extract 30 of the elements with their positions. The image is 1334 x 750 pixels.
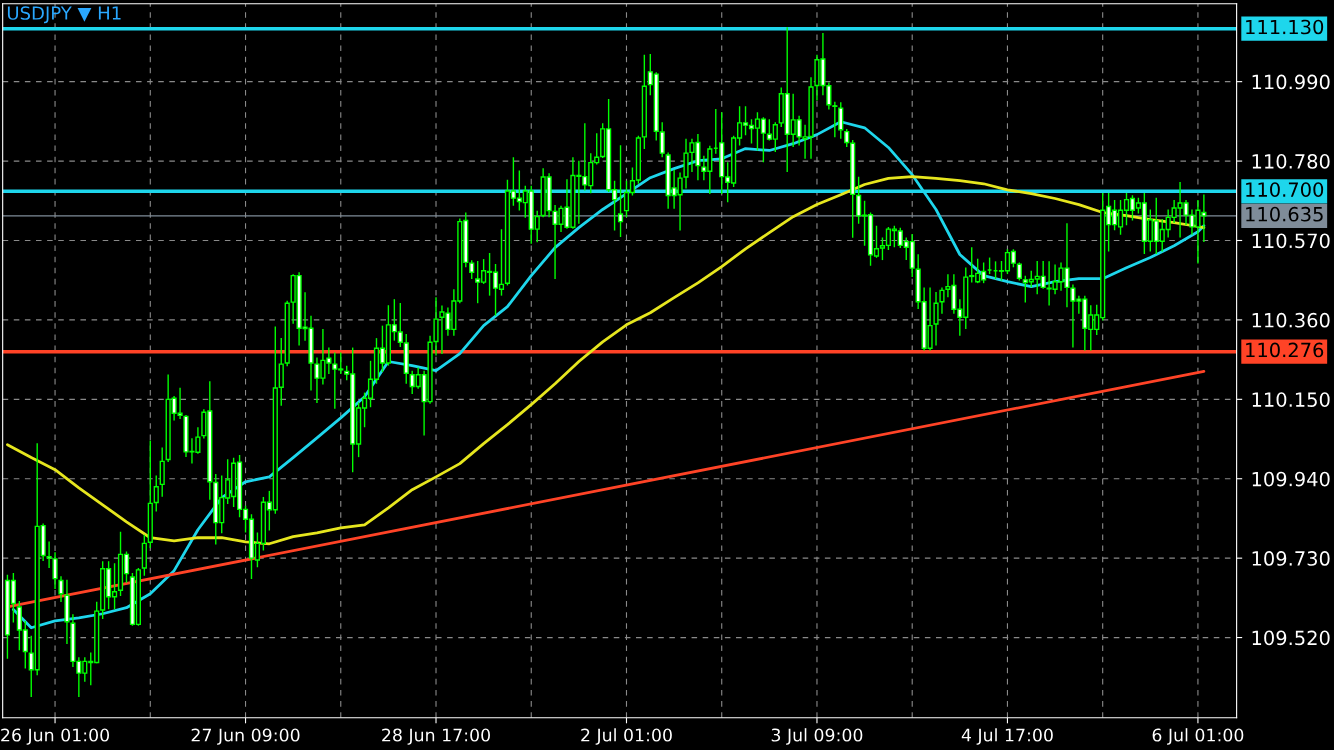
x-tick-label: 6 Jul 01:00 xyxy=(1152,728,1244,745)
y-tick-label: 110.570 xyxy=(1252,233,1330,249)
candlestick xyxy=(939,287,945,314)
candlestick xyxy=(58,576,64,602)
y-tick-label: 109.940 xyxy=(1252,471,1330,487)
line-series xyxy=(6,175,1206,546)
candlestick xyxy=(617,145,624,238)
x-tick-label: 28 Jun 17:00 xyxy=(382,728,490,745)
y-tick-label: 110.150 xyxy=(1252,392,1330,407)
x-tick-label: 4 Jul 17:00 xyxy=(961,728,1053,745)
candlestick xyxy=(153,475,159,512)
x-tick-label: 27 Jun 09:00 xyxy=(191,728,300,745)
x-tick-label: 26 Jun 01:00 xyxy=(1,728,110,745)
y-tick-label: 109.520 xyxy=(1252,630,1330,646)
ref-line-label: 110.276 xyxy=(1246,342,1324,358)
candlestick xyxy=(933,291,939,346)
candlestick xyxy=(433,297,439,356)
candlestick xyxy=(838,102,844,139)
ref-line-label: 111.130 xyxy=(1246,19,1324,35)
y-tick-label: 110.780 xyxy=(1252,154,1330,169)
ref-line-label: 110.635 xyxy=(1246,206,1323,222)
x-tick-label: 2 Jul 01:00 xyxy=(581,728,672,745)
chart-title: USDJPY ▼ H1 xyxy=(7,6,121,24)
y-tick-label: 110.360 xyxy=(1252,312,1330,328)
candlestick xyxy=(159,447,165,497)
y-tick-label: 109.730 xyxy=(1252,551,1330,566)
x-tick-label: 3 Jul 09:00 xyxy=(771,728,863,745)
ref-line-label: 110.700 xyxy=(1246,182,1324,197)
candlestick xyxy=(832,101,838,138)
y-tick-label: 110.990 xyxy=(1252,74,1330,90)
